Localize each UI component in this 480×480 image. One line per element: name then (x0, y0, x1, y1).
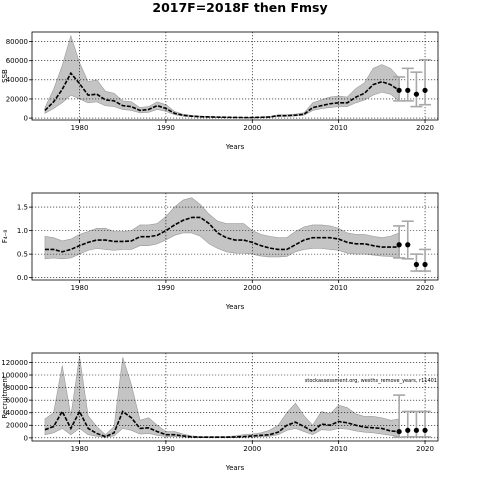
y-tick-label: 0 (24, 114, 28, 122)
projection-point (413, 91, 420, 97)
x-axis-label: Years (225, 303, 245, 311)
panel-ssb: 1980 1990 2000 2010 2020 0 20000 40000 60000 8000… (1, 31, 439, 151)
y-tick-label: 20000 (6, 95, 28, 103)
y-tick-label: 0.5 (17, 251, 28, 259)
y-tick-label: 0.0 (17, 274, 28, 282)
x-tick-label: 2010 (330, 445, 348, 453)
y-tick-label: 40000 (6, 409, 28, 417)
projection-errorbar (401, 410, 414, 438)
projection-point (422, 427, 428, 433)
x-tick-label: 1980 (71, 284, 89, 292)
projection-point (396, 428, 402, 435)
x-tick-label: 2020 (416, 124, 434, 132)
panels: 1980 1990 2000 2010 202002000040000600008000… (1, 31, 439, 472)
y-tick-label: 60000 (6, 57, 28, 65)
y-tick-label: 20000 (6, 422, 28, 430)
y-axis-label: F₄₋₈ (1, 230, 9, 244)
x-tick-label: 2010 (330, 284, 348, 292)
x-tick-label: 2020 (416, 284, 434, 292)
projection-point (422, 261, 428, 268)
axis-frame (31, 31, 439, 121)
x-tick-label: 1990 (157, 284, 175, 292)
panel-fbar: 1980 1990 2000 2010 2020 0.0 0.5 1.0 1.5 Years F₄₋… (1, 192, 439, 311)
projection-errorbar (410, 410, 423, 438)
y-tick-label: 0 (24, 434, 28, 442)
y-tick-label: 40000 (6, 76, 28, 84)
projection-point (405, 87, 411, 93)
median-line (44, 409, 400, 439)
y-tick-label: 100000 (1, 371, 28, 379)
projection-point (396, 242, 402, 248)
axis-frame (31, 192, 439, 281)
median-line (44, 216, 400, 253)
projection-errorbar (393, 225, 406, 259)
x-axis-label: Years (225, 143, 245, 151)
y-tick-label: 120000 (1, 359, 28, 367)
x-tick-label: 1990 (157, 124, 175, 132)
x-tick-label: 2000 (243, 445, 261, 453)
projection-errorbar (419, 410, 432, 438)
y-tick-label: 1.0 (17, 227, 28, 235)
x-tick-label: 1990 (157, 445, 175, 453)
projection-errorbar (419, 248, 432, 272)
y-axis-label: Recruitment (1, 375, 9, 418)
y-tick-label: 80000 (6, 384, 28, 392)
x-tick-label: 2010 (330, 124, 348, 132)
x-tick-label: 1980 (71, 445, 89, 453)
y-tick-label: 80000 (6, 38, 28, 46)
x-axis-label: Years (225, 464, 245, 472)
projection-point (405, 242, 411, 248)
projection-point (396, 87, 402, 93)
projection-point (413, 427, 420, 433)
y-tick-label: 60000 (6, 397, 28, 405)
projection-point (413, 261, 420, 268)
y-tick-label: 1.5 (17, 204, 28, 212)
x-tick-label: 2020 (416, 445, 434, 453)
projection-errorbar (401, 67, 414, 102)
x-tick-label: 2000 (243, 124, 261, 132)
confidence-band (44, 34, 400, 119)
x-tick-label: 2000 (243, 284, 261, 292)
axis-frame (31, 352, 439, 442)
annotation-text: stockassessment.org, wesths_remove_years… (305, 378, 437, 384)
figure-title: 2017F=2018F then Fmsy (152, 0, 327, 15)
panel-recruitment: 1980 1990 2000 2010 2020 0 20000 40000 60000 8000… (1, 352, 439, 472)
projection-errorbar (401, 220, 414, 260)
projection-point (422, 87, 428, 93)
projection-errorbar (419, 58, 432, 106)
y-axis-label: SSB (1, 69, 9, 83)
projection-errorbar (410, 71, 423, 108)
projection-point (405, 427, 411, 433)
x-tick-label: 1980 (71, 124, 89, 132)
median-line (44, 71, 400, 119)
